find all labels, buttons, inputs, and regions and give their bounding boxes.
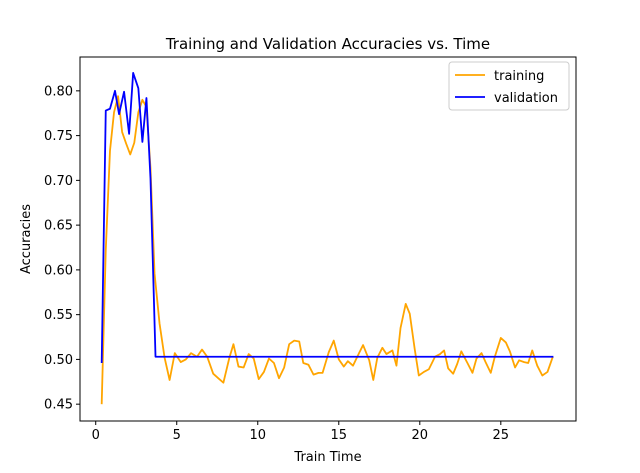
series-layer (100, 72, 554, 405)
y-tick-label: 0.75 (44, 129, 73, 144)
y-tick-label: 0.65 (44, 219, 73, 234)
legend-box (448, 61, 570, 111)
legend-label-training: training (494, 69, 544, 84)
x-tick-label: 20 (412, 428, 429, 443)
y-tick-label: 0.55 (44, 308, 73, 323)
x-tick-label: 25 (493, 428, 510, 443)
legend: training validation (448, 61, 570, 111)
x-axis-label: Train Time (293, 450, 361, 465)
chart-title: Training and Validation Accuracies vs. T… (165, 35, 490, 53)
y-axis: 0.45 0.50 0.55 0.60 0.65 0.70 0.75 0.80 (44, 84, 80, 413)
y-tick-label: 0.45 (44, 398, 73, 413)
x-tick-label: 15 (331, 428, 348, 443)
x-tick-label: 0 (92, 428, 100, 443)
plot-frame (79, 56, 577, 422)
y-axis-label: Accuracies (19, 204, 34, 274)
y-tick-label: 0.50 (44, 353, 73, 368)
series-line-validation (100, 72, 554, 364)
y-tick-label: 0.60 (44, 263, 73, 278)
y-tick-label: 0.80 (44, 84, 73, 99)
x-axis: 0 5 10 15 20 25 (92, 421, 510, 443)
x-tick-label: 5 (173, 428, 181, 443)
x-tick-label: 10 (249, 428, 266, 443)
legend-label-validation: validation (494, 91, 558, 106)
y-tick-label: 0.70 (44, 174, 73, 189)
